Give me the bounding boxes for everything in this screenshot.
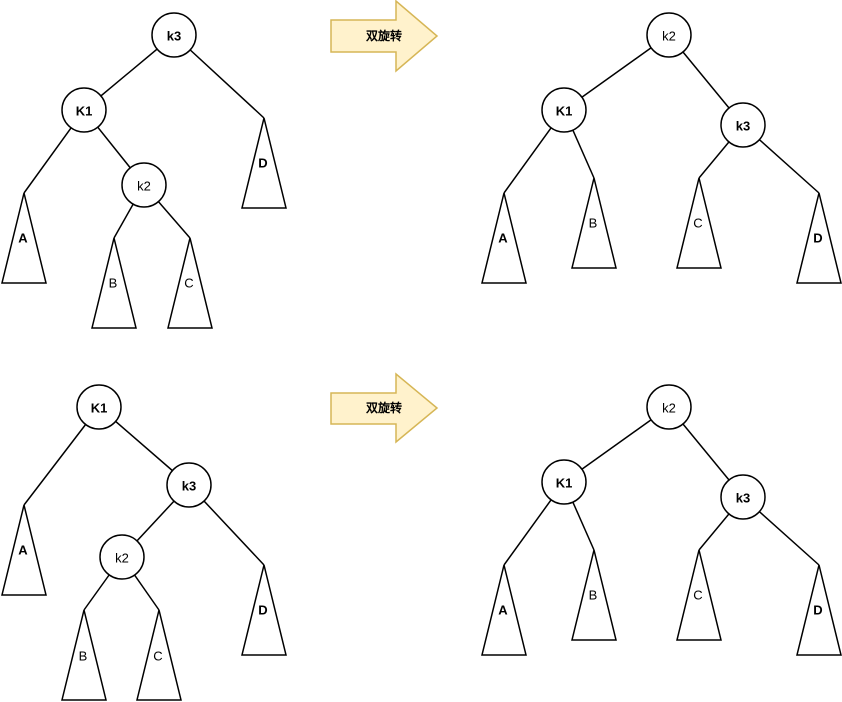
subtree-triangle [241, 117, 287, 209]
subtree-triangle [1, 504, 47, 596]
subtree-triangle [241, 564, 287, 656]
subtree-label: C [693, 216, 702, 231]
subtree-label: A [498, 231, 508, 246]
subtree-label: A [18, 231, 28, 246]
subtree-triangle [676, 177, 722, 269]
tree-node [646, 12, 692, 58]
subtree-triangle [481, 564, 527, 656]
tree-node [76, 384, 122, 430]
subtree-label: A [498, 603, 508, 618]
subtree-label: D [813, 603, 822, 618]
subtree-label: A [18, 543, 28, 558]
tree-bottom-left: A B C D K1 k3 k2 [1, 384, 287, 701]
subtree-label: B [589, 588, 598, 603]
subtree-triangle [91, 237, 137, 329]
subtree-triangle [676, 549, 722, 641]
tree-node [166, 462, 212, 508]
subtree-triangle [796, 192, 842, 284]
node-label: k2 [662, 29, 676, 44]
tree-node [151, 12, 197, 58]
tree-top-left: A B C D k3 K1 k2 [1, 12, 287, 329]
arrow-label: 双旋转 [366, 400, 402, 415]
arrow-right-shape [330, 0, 439, 73]
subtree-label: B [589, 216, 598, 231]
tree-node [720, 102, 766, 148]
tree-node [541, 459, 587, 505]
tree-node [541, 87, 587, 133]
tree-node [99, 534, 145, 580]
node-label: K1 [556, 104, 573, 119]
subtree-triangle [136, 609, 182, 701]
subtree-label: B [79, 649, 88, 664]
subtree-triangle [1, 192, 47, 284]
tree-node [720, 474, 766, 520]
node-label: k3 [736, 119, 750, 134]
tree-node [61, 87, 107, 133]
subtree-triangle [571, 549, 617, 641]
subtree-triangle [167, 237, 213, 329]
node-label: k3 [182, 479, 196, 494]
node-label: K1 [91, 401, 108, 416]
subtree-triangle [61, 609, 107, 701]
node-label: k3 [736, 491, 750, 506]
node-label: k2 [137, 179, 151, 194]
subtree-triangle [571, 177, 617, 269]
subtree-label: C [153, 649, 162, 664]
tree-node [121, 162, 167, 208]
node-label: k2 [662, 401, 676, 416]
subtree-label: D [813, 231, 822, 246]
node-label: K1 [556, 476, 573, 491]
tree-node [646, 384, 692, 430]
subtree-label: D [258, 603, 267, 618]
arrow-label: 双旋转 [366, 28, 402, 43]
node-label: k2 [115, 551, 129, 566]
subtree-label: C [184, 276, 193, 291]
subtree-triangle [481, 192, 527, 284]
subtree-label: C [693, 588, 702, 603]
tree-top-right: A B C D k2 K1 k3 [481, 12, 842, 284]
tree-bottom-right: A B C D k2 K1 k3 [481, 384, 842, 656]
node-label: K1 [76, 104, 93, 119]
rotation-arrow-bottom: 双旋转 [330, 372, 439, 444]
subtree-triangle [796, 564, 842, 656]
subtree-label: B [109, 276, 118, 291]
node-label: k3 [167, 29, 181, 44]
arrow-right-shape [330, 372, 439, 444]
rotation-arrow-top: 双旋转 [330, 0, 439, 73]
subtree-label: D [258, 156, 267, 171]
